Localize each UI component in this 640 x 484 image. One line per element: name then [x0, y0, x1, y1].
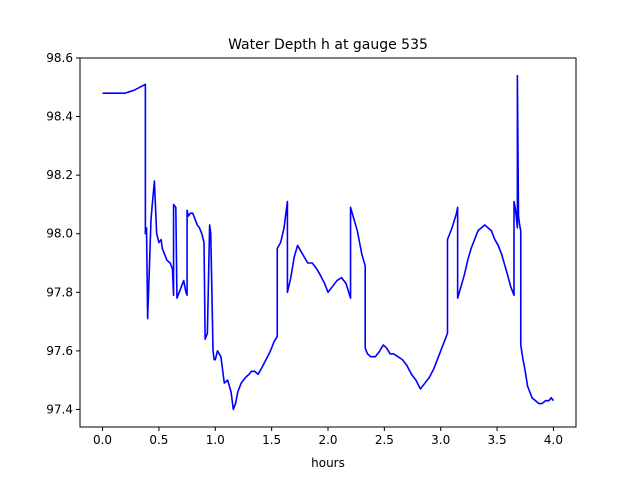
chart-title: Water Depth h at gauge 535: [228, 37, 428, 53]
x-axis-ticks: 0.0 0.5 1.0 1.5 2.0 2.5 3.0 3.5 4.0: [93, 427, 563, 447]
y-tick-label: 97.4: [46, 402, 73, 416]
x-tick-label: 3.5: [488, 433, 507, 447]
x-tick-label: 1.5: [262, 433, 281, 447]
y-tick-label: 98.2: [46, 168, 73, 182]
x-tick-label: 3.0: [431, 433, 450, 447]
series-line: [102, 74, 555, 411]
y-tick-label: 98.4: [46, 110, 73, 124]
y-tick-label: 98.6: [46, 51, 73, 65]
x-tick-label: 0.5: [149, 433, 168, 447]
x-tick-label: 1.0: [206, 433, 225, 447]
x-tick-label: 2.0: [318, 433, 337, 447]
y-tick-label: 97.6: [46, 344, 73, 358]
x-axis-label: hours: [311, 456, 345, 470]
y-axis-ticks: 97.4 97.6 97.8 98.0 98.2 98.4 98.6: [46, 51, 80, 416]
y-tick-label: 98.0: [46, 227, 73, 241]
x-tick-label: 0.0: [93, 433, 112, 447]
y-tick-label: 97.8: [46, 285, 73, 299]
x-tick-label: 4.0: [544, 433, 563, 447]
x-tick-label: 2.5: [375, 433, 394, 447]
plot-frame: [79, 57, 577, 428]
